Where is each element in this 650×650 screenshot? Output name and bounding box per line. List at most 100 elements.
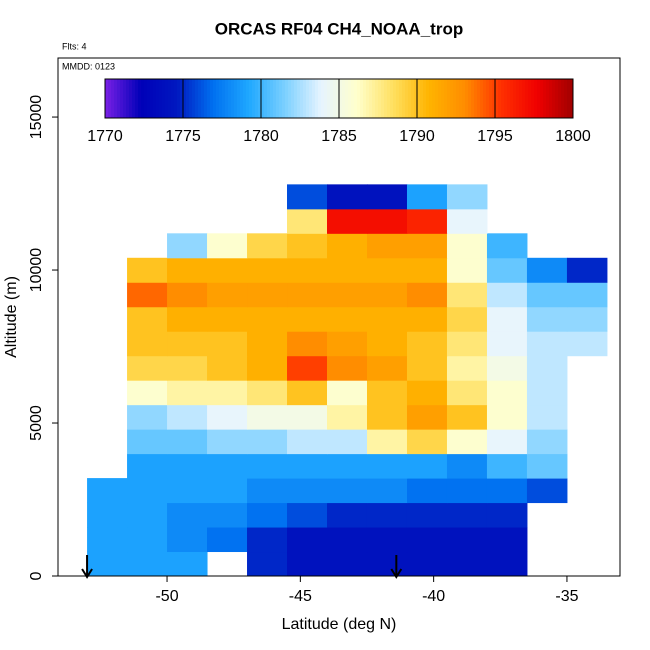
heat-cell xyxy=(366,551,408,577)
heat-cell xyxy=(287,502,328,528)
heat-cell xyxy=(167,380,208,406)
colorbar-swatch xyxy=(150,79,154,118)
heat-cell xyxy=(566,257,608,283)
colorbar-swatch xyxy=(525,79,529,118)
heat-cell xyxy=(446,208,488,234)
heat-cell xyxy=(247,331,288,357)
colorbar-swatch xyxy=(258,79,262,118)
heat-cell xyxy=(446,453,488,479)
colorbar-swatch xyxy=(531,79,535,118)
colorbar-swatch xyxy=(327,79,331,118)
y-tick-label: 10000 xyxy=(28,248,45,293)
x-tick-label: -50 xyxy=(155,588,178,605)
heat-cell xyxy=(167,527,208,553)
heat-cell xyxy=(167,306,208,332)
chart-title: ORCAS RF04 CH4_NOAA_trop xyxy=(215,19,463,38)
heat-cell xyxy=(167,257,208,283)
heat-cell xyxy=(446,429,488,455)
colorbar-swatch xyxy=(120,79,124,118)
heat-cell xyxy=(287,184,328,210)
colorbar-swatch xyxy=(360,79,364,118)
colorbar-swatch xyxy=(111,79,115,118)
colorbar-swatch xyxy=(372,79,376,118)
colorbar-swatch xyxy=(186,79,190,118)
colorbar-swatch xyxy=(453,79,457,118)
colorbar-swatch xyxy=(126,79,130,118)
colorbar-swatch xyxy=(534,79,538,118)
colorbar-swatch xyxy=(501,79,505,118)
colorbar-swatch xyxy=(297,79,301,118)
colorbar-swatch xyxy=(459,79,463,118)
colorbar-swatch xyxy=(321,79,325,118)
heat-cell xyxy=(366,478,408,504)
heat-cell xyxy=(127,404,168,430)
heat-cell xyxy=(406,184,448,210)
heat-cell xyxy=(526,282,568,308)
heat-cell xyxy=(207,429,248,455)
heat-cell xyxy=(366,355,408,381)
heat-cell xyxy=(247,551,288,577)
heat-cell xyxy=(486,527,528,553)
heat-cell xyxy=(207,404,248,430)
heat-cell xyxy=(167,429,208,455)
colorbar-swatch xyxy=(414,79,418,118)
colorbar-swatch xyxy=(195,79,199,118)
colorbar-swatch xyxy=(528,79,532,118)
heat-cell xyxy=(167,404,208,430)
heat-cell xyxy=(486,355,528,381)
heat-cell xyxy=(247,527,288,553)
heat-cell xyxy=(406,331,448,357)
heat-cell xyxy=(327,233,368,259)
heat-cell xyxy=(327,404,368,430)
heat-cell xyxy=(446,380,488,406)
colorbar-swatch xyxy=(336,79,340,118)
colorbar-swatch xyxy=(318,79,322,118)
heat-cell xyxy=(406,478,448,504)
heat-cell xyxy=(287,453,328,479)
colorbar-swatch xyxy=(177,79,181,118)
colorbar-swatch xyxy=(216,79,220,118)
heat-cell xyxy=(526,331,568,357)
x-tick-label: -35 xyxy=(555,588,578,605)
heat-cell xyxy=(327,282,368,308)
x-axis-label: Latitude (deg N) xyxy=(282,616,397,633)
heat-cell xyxy=(526,478,568,504)
colorbar-swatch xyxy=(213,79,217,118)
colorbar-swatch xyxy=(456,79,460,118)
heat-cell xyxy=(247,502,288,528)
colorbar-swatch xyxy=(504,79,508,118)
colorbar-swatch xyxy=(567,79,571,118)
heat-cell xyxy=(127,306,168,332)
heat-cell xyxy=(167,355,208,381)
colorbar-swatch xyxy=(279,79,283,118)
colorbar-swatch xyxy=(162,79,166,118)
colorbar-swatch xyxy=(219,79,223,118)
colorbar-swatch xyxy=(450,79,454,118)
heat-cell xyxy=(566,331,608,357)
heat-cell xyxy=(127,282,168,308)
colorbar-swatch xyxy=(183,79,187,118)
heat-cell xyxy=(446,478,488,504)
colorbar-swatch xyxy=(342,79,346,118)
colorbar-swatch xyxy=(471,79,475,118)
colorbar-swatch xyxy=(285,79,289,118)
colorbar-swatch xyxy=(486,79,490,118)
colorbar-swatch xyxy=(210,79,214,118)
heat-cell xyxy=(87,551,128,577)
heat-cell xyxy=(207,306,248,332)
heat-cell xyxy=(486,380,528,406)
heat-cell xyxy=(366,527,408,553)
heat-cell xyxy=(247,355,288,381)
colorbar-swatch xyxy=(159,79,163,118)
heat-cell xyxy=(127,502,168,528)
heat-cell xyxy=(87,527,128,553)
heat-cell xyxy=(406,380,448,406)
colorbar-swatch xyxy=(423,79,427,118)
colorbar-swatch xyxy=(420,79,424,118)
y-tick-label: 5000 xyxy=(28,405,45,441)
colorbar-swatch xyxy=(117,79,121,118)
colorbar-swatch xyxy=(306,79,310,118)
colorbar-swatch xyxy=(270,79,274,118)
heat-cell xyxy=(207,355,248,381)
